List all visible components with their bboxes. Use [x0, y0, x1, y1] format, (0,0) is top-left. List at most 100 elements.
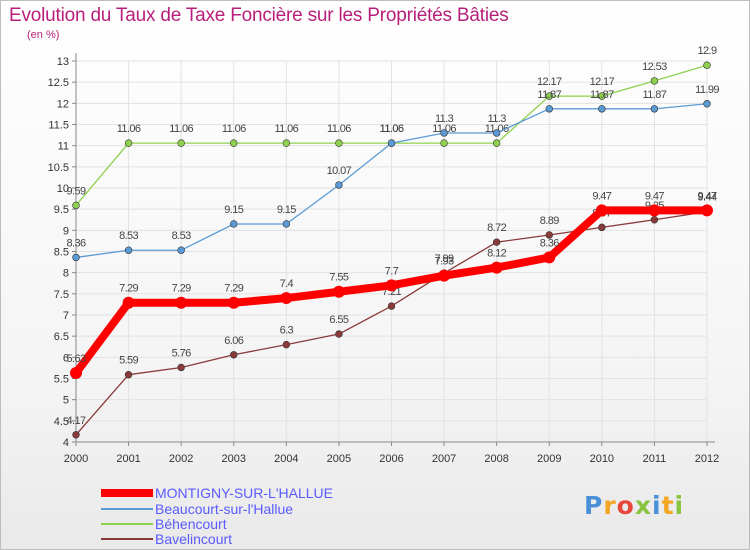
logo-letter: t: [661, 491, 675, 520]
data-point: [282, 340, 291, 349]
data-label: 8.89: [540, 215, 559, 227]
data-point: [545, 92, 553, 100]
data-point: [701, 204, 713, 217]
data-point: [70, 366, 82, 379]
logo-letter: x: [634, 491, 652, 520]
x-tick-label: 2005: [327, 453, 351, 465]
x-tick-label: 2000: [64, 453, 88, 465]
data-point: [598, 223, 606, 232]
data-point: [230, 220, 238, 228]
y-tick-label: 5: [63, 395, 69, 407]
y-tick-label: 4: [63, 437, 69, 449]
data-label: 8.53: [119, 230, 138, 242]
data-label: 9.15: [224, 204, 243, 216]
x-tick-label: 2004: [274, 453, 298, 465]
logo-letter: r: [603, 491, 617, 520]
data-label: 6.3: [280, 325, 294, 337]
x-tick-label: 2001: [116, 453, 140, 465]
data-point: [440, 129, 448, 137]
data-label: 12.9: [697, 45, 716, 57]
data-point: [543, 251, 556, 264]
data-point: [650, 216, 659, 224]
legend-label: Beaucourt-sur-l'Hallue: [155, 501, 294, 517]
data-point: [230, 139, 238, 147]
data-point: [230, 351, 238, 359]
data-label: 5.59: [119, 355, 138, 367]
data-label: 11.06: [117, 123, 141, 135]
data-label: 11.06: [432, 123, 456, 135]
y-tick-label: 12: [57, 98, 69, 110]
data-label: 11.06: [380, 123, 404, 135]
data-point: [650, 105, 659, 113]
data-label: 5.76: [172, 347, 191, 359]
data-point: [175, 296, 188, 309]
y-tick-label: 5.5: [54, 374, 69, 386]
data-label: 6.55: [329, 314, 348, 326]
y-tick-label: 8.5: [54, 247, 69, 259]
y-tick-label: 11.5: [48, 120, 69, 132]
data-point: [72, 253, 80, 262]
data-label: 8.36: [66, 237, 85, 249]
legend-swatch: [101, 538, 153, 540]
data-point: [598, 105, 606, 113]
data-point: [385, 279, 398, 292]
x-tick-label: 2007: [432, 453, 456, 465]
data-point: [124, 246, 133, 254]
y-tick-label: 8: [63, 268, 69, 280]
data-label: 12.17: [537, 76, 562, 88]
data-point: [703, 100, 711, 108]
series-0: 5.63 7.29 7.29 7.29 7.4 7.55 7.7 7.93 8.12 8.36 9.…: [66, 190, 718, 379]
data-point: [492, 238, 501, 246]
data-point: [492, 129, 501, 137]
data-label: 7.7: [385, 265, 399, 277]
chart-unit-label: (en %): [27, 29, 60, 41]
data-point: [280, 292, 293, 305]
data-label: 9.44: [697, 192, 716, 204]
legend-label: Bavelincourt: [155, 531, 233, 547]
data-label: 8.36: [540, 237, 559, 249]
y-tick-label: 11: [58, 141, 69, 153]
x-tick-label: 2006: [379, 453, 403, 465]
y-tick-label: 10: [57, 183, 69, 195]
data-label: 9.47: [697, 190, 716, 202]
x-tick-label: 2003: [222, 453, 246, 465]
data-label: 11.06: [169, 123, 193, 135]
data-label: 11.06: [222, 123, 246, 135]
x-tick-label: 2002: [169, 453, 193, 465]
data-point: [387, 302, 396, 310]
y-tick-label: 6: [63, 352, 69, 364]
data-point: [122, 296, 135, 309]
data-label: 8.53: [172, 230, 191, 242]
data-label: 9.47: [592, 190, 611, 202]
data-label: 8.72: [487, 222, 506, 234]
data-point: [335, 139, 343, 147]
logo-letter: P: [584, 491, 604, 520]
logo-letter: i: [674, 491, 685, 520]
data-point: [282, 220, 291, 228]
data-label: 11.87: [643, 89, 667, 101]
data-label: 11.3: [435, 113, 454, 125]
legend-swatch: [101, 489, 153, 497]
y-tick-label: 10.5: [48, 162, 69, 174]
data-point: [650, 77, 659, 85]
data-point: [598, 92, 606, 100]
data-point: [438, 269, 451, 282]
data-label: 11.87: [590, 89, 614, 101]
data-label: 7.29: [172, 283, 191, 295]
data-label: 4.17: [66, 415, 85, 427]
data-point: [545, 105, 553, 113]
data-point: [332, 285, 345, 298]
data-point: [648, 204, 661, 217]
data-label: 10.07: [327, 165, 352, 177]
data-label: 7.29: [224, 283, 243, 295]
data-label: 11.06: [274, 123, 298, 135]
data-point: [177, 246, 185, 254]
legend-swatch: [101, 508, 153, 510]
data-point: [595, 204, 608, 217]
y-tick-label: 6.5: [54, 331, 69, 343]
y-tick-label: 9: [63, 225, 69, 237]
